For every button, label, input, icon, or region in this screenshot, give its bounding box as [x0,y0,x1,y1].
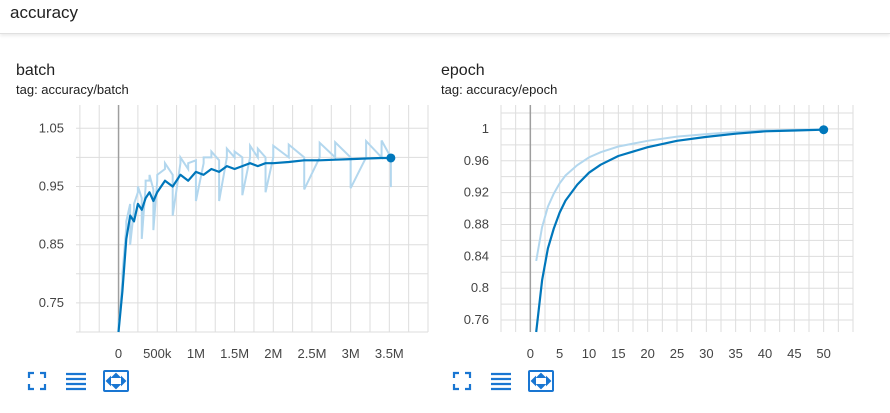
y-tick-label: 0.84 [464,248,489,263]
y-tick-label: 0.92 [464,185,489,200]
x-tick-label: 0 [115,346,122,361]
fit-domain-icon[interactable] [528,370,554,392]
y-tick-label: 1 [482,121,489,136]
batch-line-chart[interactable]: 0 500k 1M 1.5M 2M 2.5M 3M 3.5M 0.75 0.85 0.95 1.05 [16,56,446,371]
chart-tag: tag: accuracy/epoch [441,82,558,97]
smoothed-series-line [535,128,824,333]
y-tick-label: 0.95 [39,178,64,193]
y-tick-label: 0.75 [39,295,64,310]
fullscreen-icon[interactable] [451,370,473,392]
chart-title: epoch [441,62,485,79]
chart-title: batch [16,62,56,79]
x-tick-label: 20 [640,346,654,361]
x-tick-label: 45 [787,346,801,361]
x-tick-label: 2M [264,346,282,361]
fullscreen-icon[interactable] [26,370,48,392]
chart-tag: tag: accuracy/batch [16,82,129,97]
x-tick-label: 10 [582,346,596,361]
x-tick-label: 1.5M [220,346,249,361]
x-tick-label: 15 [611,346,625,361]
x-tick-label: 25 [670,346,684,361]
raw-series-line [535,128,824,262]
last-point-marker [386,153,396,163]
x-tick-label: 50 [816,346,830,361]
x-tick-label: 40 [758,346,772,361]
y-tick-label: 0.8 [471,280,489,295]
x-tick-label: 5 [556,346,563,361]
x-tick-label: 35 [728,346,742,361]
chart-card-epoch: epoch tag: accuracy/epoch 0 5 10 15 20 25 30 35… [441,56,871,396]
chart-card-batch: batch tag: accuracy/batch 0 500k 1M 1.5M 2M 2… [16,56,446,396]
fit-domain-icon[interactable] [103,370,129,392]
x-tick-label: 30 [699,346,713,361]
x-tick-label: 3.5M [375,346,404,361]
y-tick-label: 0.76 [464,312,489,327]
y-tick-label: 0.88 [464,216,489,231]
toggle-log-scale-icon[interactable] [490,370,512,392]
x-tick-label: 1M [187,346,205,361]
section-header[interactable]: accuracy [0,0,890,34]
x-tick-label: 3M [342,346,360,361]
epoch-line-chart[interactable]: 0 5 10 15 20 25 30 35 40 45 50 0.76 0.8 0.84 0.88 0.92 0… [441,56,871,371]
y-tick-label: 1.05 [39,120,64,135]
last-point-marker [819,125,829,135]
y-tick-label: 0.85 [39,237,64,252]
y-tick-label: 0.96 [464,153,489,168]
toggle-log-scale-icon[interactable] [65,370,87,392]
x-tick-label: 0 [527,346,534,361]
section-title: accuracy [10,3,79,22]
x-tick-label: 2.5M [298,346,327,361]
smoothed-series-line [117,156,391,333]
raw-series-line [117,138,392,333]
x-tick-label: 500k [143,346,172,361]
